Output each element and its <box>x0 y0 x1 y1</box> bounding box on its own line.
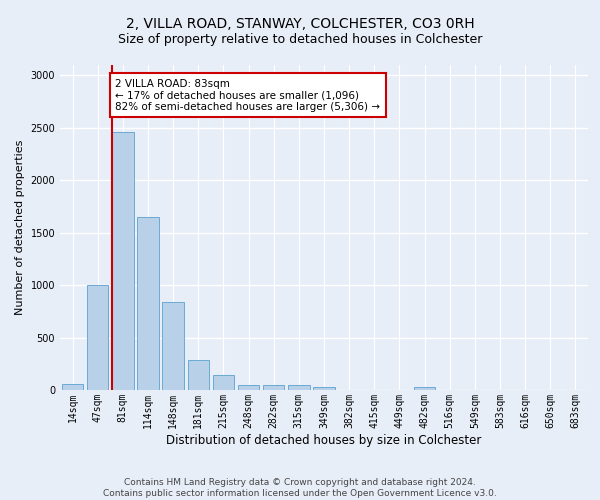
Bar <box>238 386 259 390</box>
Bar <box>313 387 335 390</box>
Bar <box>137 217 158 390</box>
Text: 2 VILLA ROAD: 83sqm
← 17% of detached houses are smaller (1,096)
82% of semi-det: 2 VILLA ROAD: 83sqm ← 17% of detached ho… <box>115 78 380 112</box>
Bar <box>188 360 209 390</box>
Bar <box>414 388 435 390</box>
Bar <box>263 386 284 390</box>
Bar <box>112 132 134 390</box>
Text: Size of property relative to detached houses in Colchester: Size of property relative to detached ho… <box>118 32 482 46</box>
Bar <box>62 384 83 390</box>
Text: 2, VILLA ROAD, STANWAY, COLCHESTER, CO3 0RH: 2, VILLA ROAD, STANWAY, COLCHESTER, CO3 … <box>125 18 475 32</box>
X-axis label: Distribution of detached houses by size in Colchester: Distribution of detached houses by size … <box>166 434 482 446</box>
Bar <box>213 375 234 390</box>
Bar <box>288 386 310 390</box>
Bar <box>87 285 109 390</box>
Bar <box>163 302 184 390</box>
Y-axis label: Number of detached properties: Number of detached properties <box>15 140 25 315</box>
Text: Contains HM Land Registry data © Crown copyright and database right 2024.
Contai: Contains HM Land Registry data © Crown c… <box>103 478 497 498</box>
